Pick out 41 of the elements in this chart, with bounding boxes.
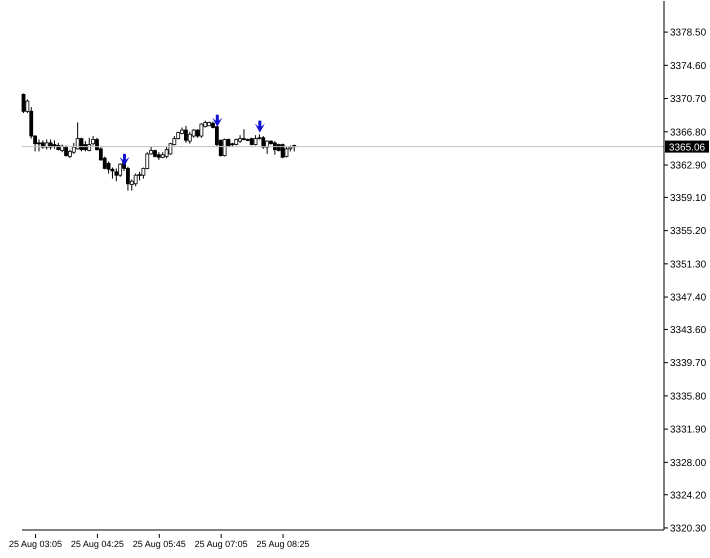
candlestick	[284, 146, 288, 158]
y-tick-label: 3362.90	[670, 160, 707, 172]
candlestick	[64, 144, 68, 157]
x-tick-label: 25 Aug 04:25	[70, 539, 124, 549]
candlestick	[126, 166, 130, 192]
x-tick-label: 25 Aug 07:05	[194, 539, 248, 549]
y-tick-label: 3366.80	[670, 127, 707, 138]
candlestick	[200, 122, 204, 138]
candlestick	[280, 143, 285, 159]
y-tick-label: 3355.20	[670, 226, 707, 238]
candlestick	[222, 138, 227, 157]
candlestick	[22, 92, 26, 114]
candlestick	[164, 146, 168, 159]
point	[254, 120, 265, 133]
y-tick-label: 3335.80	[670, 391, 707, 402]
candlestick	[184, 125, 188, 144]
candlestick	[134, 173, 138, 187]
candlestick	[37, 138, 41, 152]
y-tick-label: 3339.70	[670, 358, 707, 370]
candlestick	[254, 134, 258, 146]
y-tick-label: 3343.60	[670, 324, 707, 336]
candlestick	[76, 122, 80, 150]
candlestick	[114, 168, 118, 182]
ref-line-label: 3365.06	[668, 142, 706, 154]
y-tick-label: 3324.20	[670, 490, 707, 502]
y-tick-label: 3370.70	[670, 94, 707, 106]
x-tick-label: 25 Aug 03:05	[9, 539, 62, 549]
point	[212, 114, 222, 127]
y-tick-label: 3359.10	[670, 192, 707, 204]
y-tick-label: 3378.50	[670, 28, 707, 39]
y-tick-label: 3374.60	[670, 60, 707, 72]
y-tick-label: 3351.30	[670, 259, 707, 270]
point	[119, 154, 130, 166]
candlestick	[118, 162, 122, 178]
y-tick-label: 3320.30	[670, 524, 707, 535]
y-tick-label: 3328.00	[670, 458, 707, 469]
candlestick	[242, 128, 246, 141]
y-tick-label: 3347.40	[670, 292, 707, 304]
y-tick-label: 3331.90	[670, 424, 707, 436]
x-tick-label: 25 Aug 05:45	[132, 539, 186, 549]
x-tick-label: 25 Aug 08:25	[256, 539, 310, 549]
